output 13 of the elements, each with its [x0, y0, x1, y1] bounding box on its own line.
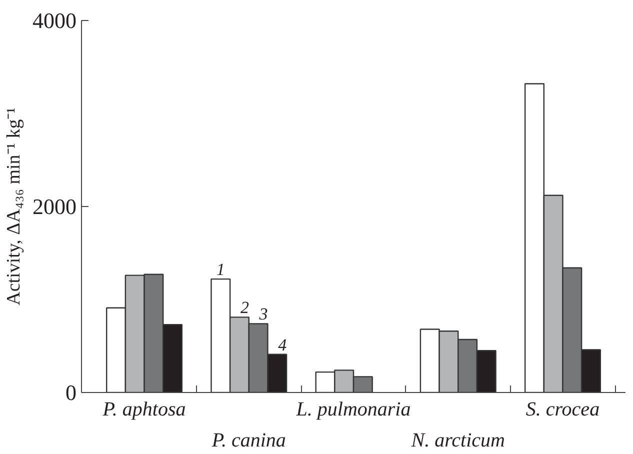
x-tick-label: S. crocea: [526, 398, 600, 420]
y-tick-label: 4000: [32, 8, 76, 33]
y-tick-label: 2000: [32, 194, 76, 219]
series-label: 2: [240, 298, 250, 318]
series-label: 3: [258, 304, 268, 324]
x-tick-label: N. arcticum: [410, 430, 505, 452]
x-tick-label: L. pulmonaria: [295, 398, 411, 420]
y-axis-title: Activity, ΔA₄₃₆ min⁻¹ kg⁻¹: [4, 107, 24, 306]
x-tick-label: P. aphtosa: [102, 398, 186, 420]
series-label: 1: [216, 260, 225, 280]
y-tick-label: 0: [66, 380, 76, 405]
series-label: 4: [278, 335, 288, 354]
x-tick-label: P. canina: [210, 430, 286, 452]
